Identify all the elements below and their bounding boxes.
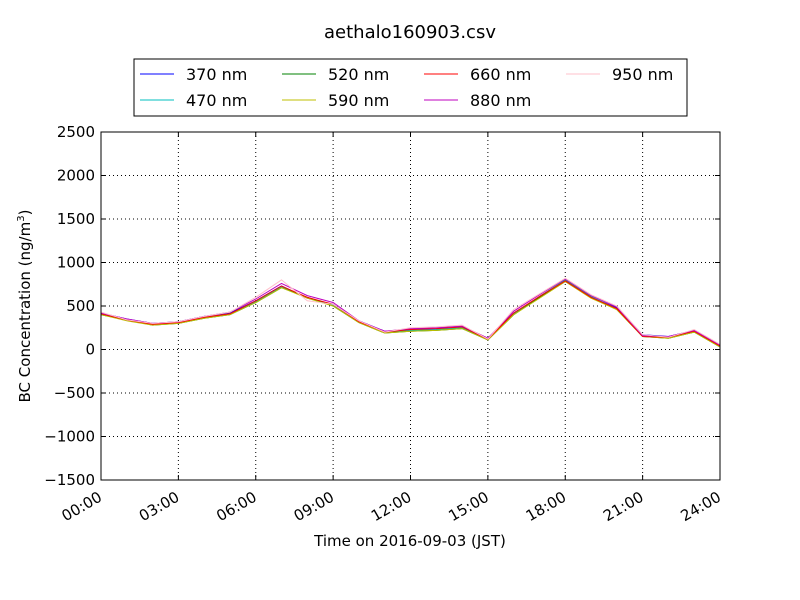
- legend-label-880-nm: 880 nm: [470, 91, 531, 110]
- x-axis-label: Time on 2016-09-03 (JST): [313, 532, 506, 550]
- legend-label-520-nm: 520 nm: [328, 65, 389, 84]
- y-tick-label: −500: [54, 384, 95, 402]
- series-line-950-nm: [100, 277, 721, 345]
- y-tick-label: −1500: [44, 471, 95, 489]
- y-tick-label: 500: [66, 297, 95, 315]
- y-tick-label: 2000: [57, 167, 95, 185]
- legend-label-660-nm: 660 nm: [470, 65, 531, 84]
- y-axis-label: BC Concentration (ng/m3): [16, 210, 34, 403]
- legend-label-590-nm: 590 nm: [328, 91, 389, 110]
- series-line-660-nm: [100, 280, 721, 347]
- y-tick-label: −1000: [44, 428, 95, 446]
- legend-box: [133, 58, 688, 117]
- y-tick-label: 2500: [57, 123, 95, 141]
- legend: 370 nm 470 nm 520 nm 590 nm 660 nm 880 nm 950 …: [133, 58, 688, 117]
- legend-label-370-nm: 370 nm: [186, 65, 247, 84]
- legend-label-950-nm: 950 nm: [612, 65, 673, 84]
- chart-title: aethalo160903.csv: [324, 22, 496, 43]
- y-tick-label: 0: [85, 341, 95, 359]
- y-tick-label: 1500: [57, 210, 95, 228]
- y-tick-label: 1000: [57, 254, 95, 272]
- series-line-590-nm: [100, 281, 721, 348]
- legend-label-470-nm: 470 nm: [186, 91, 247, 110]
